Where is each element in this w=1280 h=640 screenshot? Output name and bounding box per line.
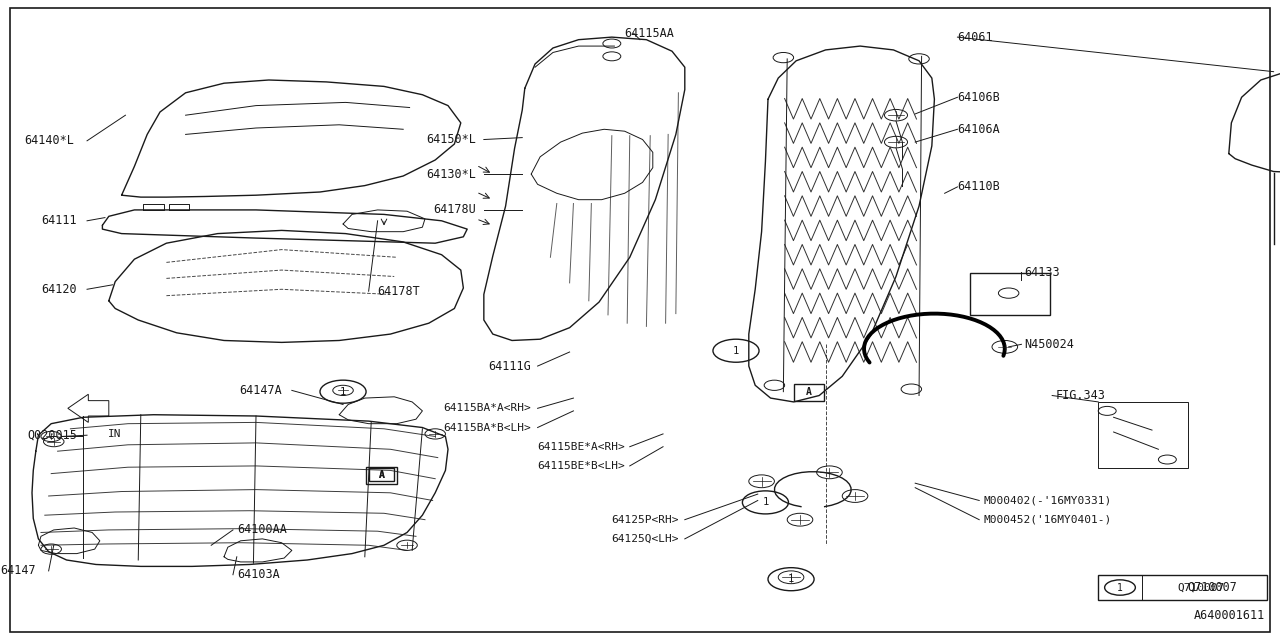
Text: 64178U: 64178U	[434, 204, 476, 216]
Text: 64106A: 64106A	[957, 123, 1000, 136]
Text: 64115BA*B<LH>: 64115BA*B<LH>	[443, 422, 531, 433]
Text: 64140*L: 64140*L	[24, 134, 74, 147]
Text: 64100AA: 64100AA	[237, 524, 287, 536]
Text: Q710007: Q710007	[1188, 581, 1238, 594]
Text: Q020015: Q020015	[27, 429, 77, 442]
Text: 64120: 64120	[41, 283, 77, 296]
Text: FIG.343: FIG.343	[1056, 389, 1106, 402]
Text: 64150*L: 64150*L	[426, 133, 476, 146]
Text: 64125Q<LH>: 64125Q<LH>	[611, 534, 678, 544]
Text: 1: 1	[340, 387, 346, 397]
Bar	[369, 468, 394, 481]
Text: 64115AA: 64115AA	[625, 27, 675, 40]
Text: 1: 1	[788, 574, 794, 584]
Text: 64115BE*A<RH>: 64115BE*A<RH>	[536, 442, 625, 452]
Text: 64178T: 64178T	[378, 285, 420, 298]
Text: 64147A: 64147A	[239, 384, 282, 397]
Text: 64103A: 64103A	[237, 568, 279, 581]
Text: N450024: N450024	[1024, 338, 1074, 351]
Text: 64115BA*A<RH>: 64115BA*A<RH>	[443, 403, 531, 413]
Bar	[1098, 575, 1267, 600]
Text: 64110B: 64110B	[957, 180, 1000, 193]
Text: 1: 1	[733, 346, 739, 356]
Text: 64147: 64147	[0, 564, 36, 577]
Text: 1: 1	[763, 497, 768, 508]
Text: IN: IN	[109, 429, 122, 439]
Text: 64111: 64111	[41, 214, 77, 227]
Bar	[1098, 402, 1188, 468]
Text: A: A	[379, 470, 384, 480]
Bar	[366, 467, 397, 484]
Text: 64125P<RH>: 64125P<RH>	[611, 515, 678, 525]
Text: 64130*L: 64130*L	[426, 168, 476, 180]
Bar	[794, 384, 824, 401]
Text: M000452('16MY0401-): M000452('16MY0401-)	[983, 515, 1111, 525]
Text: A640001611: A640001611	[1193, 609, 1265, 622]
Bar	[970, 273, 1050, 315]
Text: 64061: 64061	[957, 31, 993, 44]
Text: A: A	[379, 470, 384, 480]
Text: M000402(-'16MY0331): M000402(-'16MY0331)	[983, 495, 1111, 506]
Text: Q710007: Q710007	[1178, 582, 1224, 593]
Text: 1: 1	[1117, 582, 1123, 593]
Text: 64115BE*B<LH>: 64115BE*B<LH>	[536, 461, 625, 471]
Text: 64111G: 64111G	[489, 360, 531, 372]
Text: 64106B: 64106B	[957, 91, 1000, 104]
Text: A: A	[806, 387, 812, 397]
Text: 64133: 64133	[1024, 266, 1060, 278]
